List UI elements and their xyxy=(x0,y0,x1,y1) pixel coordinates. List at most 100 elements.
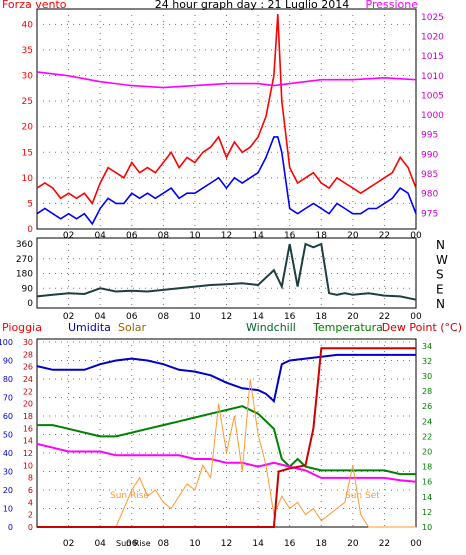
x-tick-label: 00 xyxy=(410,231,422,241)
sunrise-annotation: Sun Rise xyxy=(110,491,149,501)
panel1-series-line-0 xyxy=(36,14,417,206)
humidity-tick-label: 40 xyxy=(3,449,13,458)
solar-line xyxy=(37,378,416,528)
panel3-series xyxy=(36,347,417,528)
compass-label: S xyxy=(436,268,444,282)
x-tick-label: 08 xyxy=(158,539,170,549)
rain-tick-label: 26 xyxy=(23,363,33,372)
humidity-tick-label: 90 xyxy=(3,357,13,366)
humidity-tick-label: 60 xyxy=(3,412,13,421)
panel1-grid xyxy=(37,9,416,229)
x-tick-label: 14 xyxy=(252,539,264,549)
pressure-tick-label: 1010 xyxy=(421,72,444,82)
wind-tick-label: 25 xyxy=(22,97,33,107)
humidity-tick-label: 80 xyxy=(3,375,13,384)
pressure-axis-label: Pressione xyxy=(366,0,419,11)
x-tick-label: 16 xyxy=(284,312,296,322)
humidity-tick-label: 30 xyxy=(3,468,13,477)
x-tick-label: 08 xyxy=(158,231,170,241)
humidity-line xyxy=(36,353,416,404)
panel1-x-ticks: 02 04 06 08 10 12 14 16 18 20 22 00 xyxy=(63,231,422,241)
x-tick-label: 06 xyxy=(126,539,138,549)
x-tick-label: 16 xyxy=(284,231,296,241)
rain-tick-label: 20 xyxy=(23,400,33,409)
direction-tick-label: 360 xyxy=(16,240,33,250)
temperature-tick-label: 28 xyxy=(422,387,432,396)
x-tick-label: 04 xyxy=(94,312,106,322)
wind-tick-label: 10 xyxy=(22,174,34,184)
x-tick-label: 12 xyxy=(221,539,232,549)
wind-tick-label: 35 xyxy=(22,46,33,56)
rain-tick-label: 12 xyxy=(23,449,33,458)
panel3-grid xyxy=(37,339,416,527)
wind-tick-label: 20 xyxy=(22,123,34,133)
x-tick-label: 20 xyxy=(347,312,359,322)
x-tick-label: 14 xyxy=(252,231,264,241)
temperature-tick-label: 24 xyxy=(422,417,432,426)
compass-label: E xyxy=(436,282,444,296)
humidity-tick-label: 10 xyxy=(3,505,13,514)
x-tick-label: 18 xyxy=(316,539,328,549)
direction-tick-label: 90 xyxy=(22,284,34,294)
wind-axis-label: Forza vento xyxy=(2,0,67,11)
chart-title: 24 hour graph day : 21 Luglio 2014 xyxy=(155,0,350,11)
panel1-y2-ticks: 975 980 985 990 995 1000 1005 1010 1015 1020 1025 xyxy=(421,13,444,219)
compass-label: N xyxy=(436,238,445,252)
rain-tick-label: 8 xyxy=(28,474,33,483)
humidity-tick-label: 50 xyxy=(3,431,13,440)
panel1-series-line-1 xyxy=(36,136,417,226)
sunset-annotation: Sun Set xyxy=(345,491,380,501)
pressure-tick-label: 1005 xyxy=(421,91,444,101)
temperature-tick-label: 22 xyxy=(422,432,432,441)
x-tick-label: 06 xyxy=(126,312,138,322)
panel2-y-ticks: 0 90 180 270 360 xyxy=(16,240,33,309)
panel1-y-ticks: 0 5 10 15 20 25 30 35 40 xyxy=(22,20,34,235)
x-tick-label: 20 xyxy=(347,539,359,549)
humidity-tick-label: 20 xyxy=(3,486,13,495)
rain-tick-label: 24 xyxy=(23,375,33,384)
humidity-tick-label: 0 xyxy=(8,523,13,532)
x-tick-label: 18 xyxy=(316,231,328,241)
x-tick-label: 10 xyxy=(189,539,201,549)
temperature-tick-label: 18 xyxy=(422,463,432,472)
pressure-tick-label: 980 xyxy=(421,190,438,200)
sunrise-x-label: Sun Rise xyxy=(116,539,151,548)
rain-tick-label: 18 xyxy=(23,412,33,421)
x-tick-label: 14 xyxy=(252,312,264,322)
temperature-tick-label: 16 xyxy=(422,478,432,487)
x-tick-label: 12 xyxy=(221,231,232,241)
panel2-series xyxy=(36,242,417,301)
x-tick-label: 00 xyxy=(410,539,422,549)
pressure-tick-label: 975 xyxy=(421,209,438,219)
x-tick-label: 12 xyxy=(221,312,232,322)
x-tick-label: 22 xyxy=(379,312,390,322)
x-tick-label: 04 xyxy=(94,231,106,241)
x-tick-label: 02 xyxy=(63,312,74,322)
wind-direction-line-0 xyxy=(36,242,417,301)
compass-label: W xyxy=(436,253,448,267)
humidity-tick-label: 100 xyxy=(0,338,13,347)
pressure-tick-label: 1025 xyxy=(421,13,444,23)
windchill-label: Windchill xyxy=(246,321,296,334)
temperature-tick-label: 20 xyxy=(422,447,432,456)
temperature-line xyxy=(37,405,416,476)
x-tick-label: 16 xyxy=(284,539,296,549)
panel2-x-ticks: 02 04 06 08 10 12 14 16 18 20 22 00 xyxy=(63,312,422,322)
temperature-tick-label: 10 xyxy=(422,523,432,532)
wind-tick-label: 15 xyxy=(22,148,33,158)
rain-tick-label: 2 xyxy=(28,511,33,520)
x-tick-label: 10 xyxy=(189,231,201,241)
wind-tick-label: 30 xyxy=(22,72,34,82)
wind-tick-label: 40 xyxy=(22,20,34,30)
x-tick-label: 02 xyxy=(63,539,74,549)
x-tick-label: 04 xyxy=(94,539,106,549)
x-tick-label: 02 xyxy=(63,231,74,241)
pressure-tick-label: 1000 xyxy=(421,111,444,121)
direction-tick-label: 0 xyxy=(27,299,33,309)
rain-tick-label: 4 xyxy=(28,498,33,507)
x-tick-label: 08 xyxy=(158,312,170,322)
pressure-tick-label: 985 xyxy=(421,170,438,180)
